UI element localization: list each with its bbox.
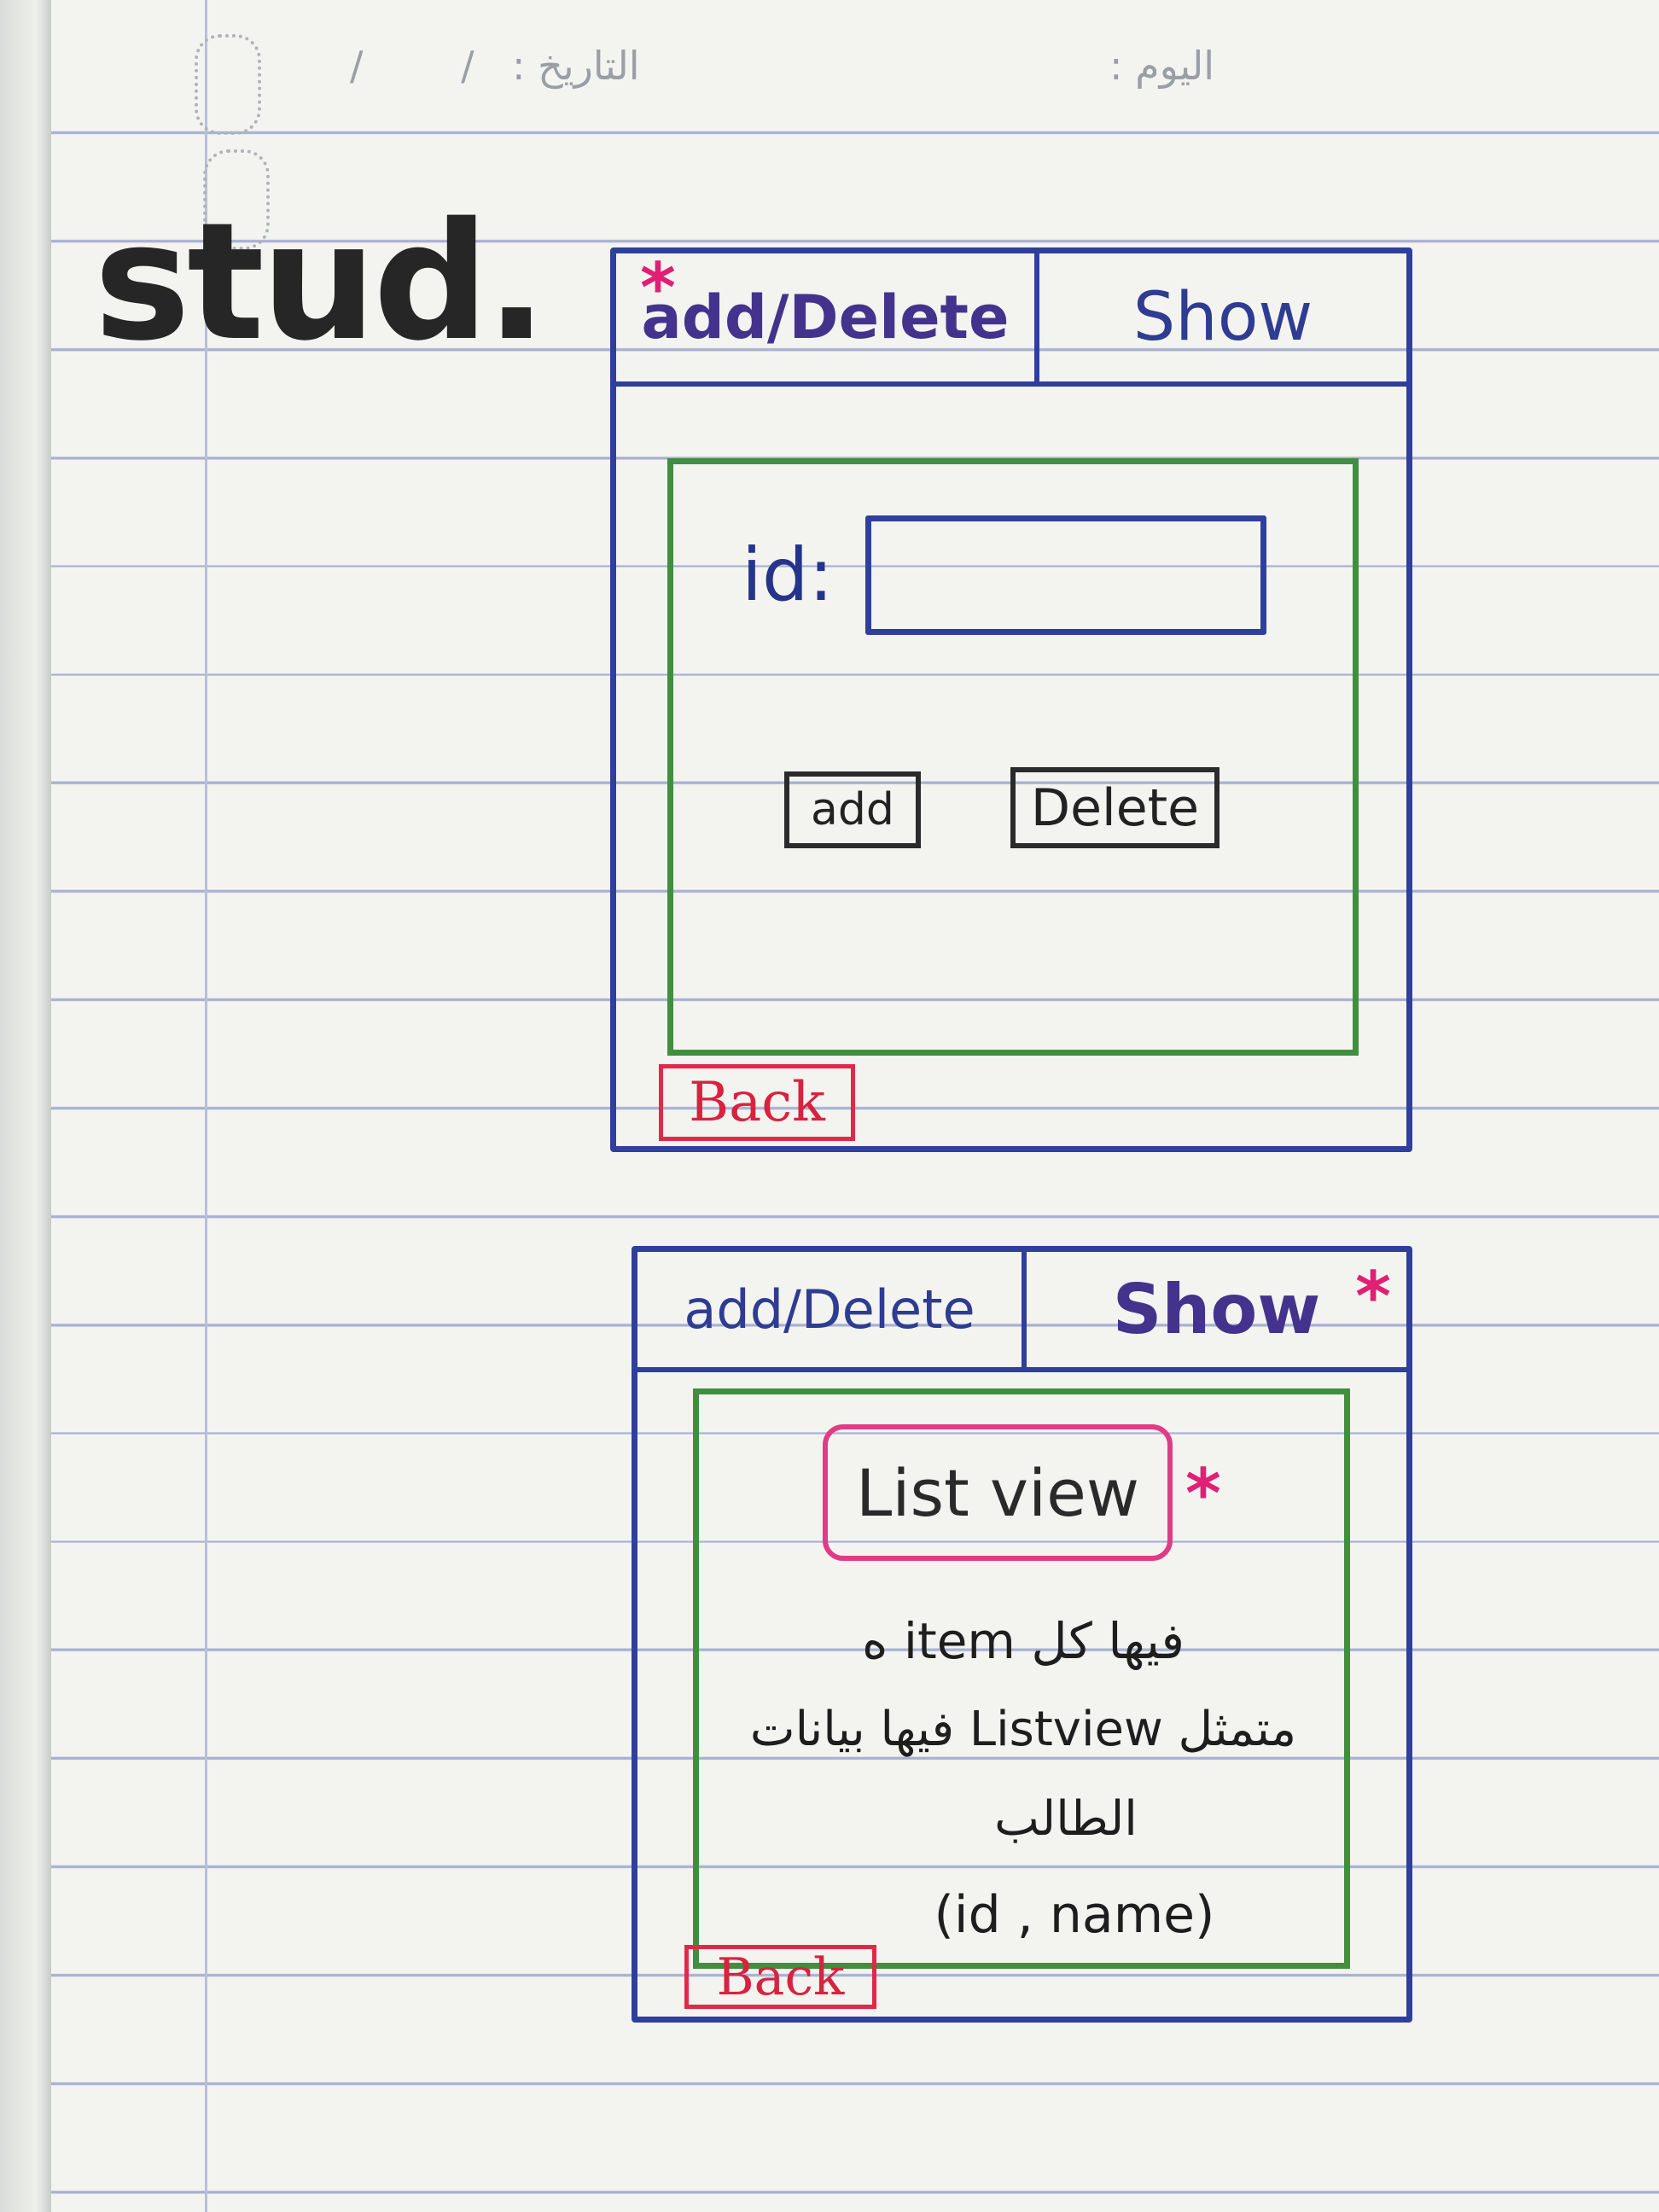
list-view-marker: * bbox=[1185, 1454, 1221, 1534]
date-slashes: / / bbox=[350, 43, 517, 89]
id-label: id: bbox=[742, 533, 834, 618]
ring-hole-icon bbox=[203, 149, 270, 250]
note-line-3: الطالب bbox=[994, 1791, 1138, 1847]
date-label: التاريخ : bbox=[512, 43, 640, 89]
id-input[interactable] bbox=[865, 515, 1266, 635]
screen-add-delete: * add/Delete Show id: add Delete Back bbox=[610, 247, 1412, 1152]
tab-show[interactable]: Show * bbox=[1022, 1252, 1406, 1367]
tab-label: Show bbox=[1112, 1270, 1321, 1349]
delete-button[interactable]: Delete bbox=[1010, 767, 1220, 848]
ring-hole-icon bbox=[195, 34, 261, 135]
tab-show[interactable]: Show bbox=[1034, 253, 1406, 381]
page-header: / / التاريخ : اليوم : bbox=[324, 34, 1297, 111]
page-title: stud. bbox=[94, 188, 547, 376]
back-button[interactable]: Back bbox=[684, 1945, 876, 2009]
screen-show: add/Delete Show * List view * فيها كل it… bbox=[632, 1246, 1412, 2023]
tab-label: add/Delete bbox=[641, 282, 1010, 352]
tab-label: add/Delete bbox=[684, 1278, 975, 1341]
content-panel: id: add Delete bbox=[667, 458, 1359, 1056]
note-line-2: متمثل Listview فيها بيانات bbox=[749, 1702, 1297, 1757]
content-panel: List view * فيها كل item ه متمثل Listvie… bbox=[693, 1388, 1350, 1969]
tab-add-delete[interactable]: * add/Delete bbox=[616, 248, 1034, 381]
note-line-4: (id , name) bbox=[934, 1885, 1215, 1945]
tab-bar: * add/Delete Show bbox=[616, 248, 1406, 387]
note-line-1: فيها كل item ه bbox=[862, 1612, 1185, 1670]
active-tab-marker: * bbox=[640, 248, 676, 328]
margin-line bbox=[205, 0, 207, 2212]
add-button[interactable]: add bbox=[784, 771, 921, 848]
notebook-spine bbox=[0, 0, 51, 2212]
tab-bar: add/Delete Show * bbox=[637, 1252, 1406, 1372]
active-tab-marker: * bbox=[1355, 1257, 1391, 1336]
list-view[interactable]: List view bbox=[823, 1424, 1173, 1561]
day-label: اليوم : bbox=[1109, 43, 1215, 89]
tab-label: Show bbox=[1132, 279, 1313, 356]
back-button[interactable]: Back bbox=[659, 1064, 855, 1141]
tab-add-delete[interactable]: add/Delete bbox=[637, 1252, 1022, 1367]
